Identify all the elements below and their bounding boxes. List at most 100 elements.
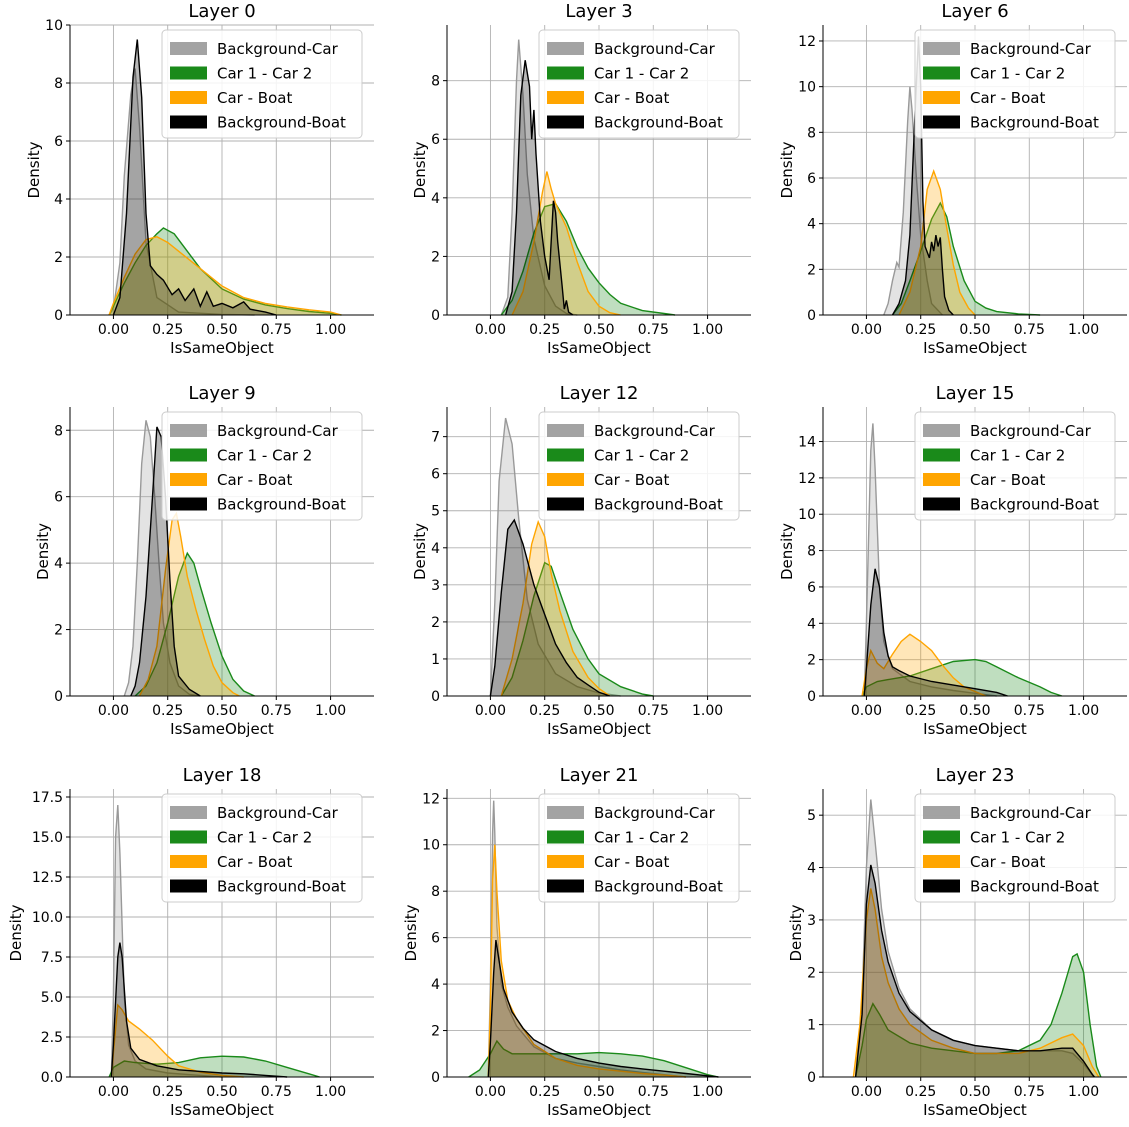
x-tick-label: 0.25 — [152, 1084, 183, 1100]
line-background-boat — [863, 568, 1008, 697]
area-car-1-car-2 — [501, 562, 654, 696]
y-tick-label: 10 — [422, 838, 440, 854]
x-axis-label: IsSameObject — [547, 720, 651, 738]
y-tick-label: 0 — [54, 689, 63, 705]
x-axis-label: IsSameObject — [547, 1101, 651, 1119]
legend-swatch — [170, 879, 207, 893]
area-background-boat — [855, 864, 1095, 1077]
x-tick-label: 0.50 — [206, 322, 237, 338]
legend-label: Car 1 - Car 2 — [970, 65, 1065, 83]
legend-label: Background-Car — [594, 40, 716, 58]
legend-label: Background-Car — [970, 422, 1092, 440]
line-background-boat — [112, 39, 277, 316]
y-tick-label: 4 — [431, 191, 440, 207]
x-tick-label: 0.75 — [638, 322, 669, 338]
y-tick-label: 17.5 — [32, 790, 63, 806]
legend-box — [914, 29, 1116, 139]
legend-label: Background-Boat — [217, 114, 346, 132]
area-background-boat — [490, 520, 610, 696]
legend-label: Car 1 - Car 2 — [217, 65, 312, 83]
subplot-title: Layer 23 — [936, 765, 1015, 786]
line-background-car — [489, 417, 621, 697]
y-tick-label: 10 — [798, 507, 816, 523]
legend: Background-Car Car 1 - Car 2 Car - Boat Bac… — [161, 411, 363, 521]
legend-swatch — [547, 448, 584, 462]
y-tick-label: 5 — [431, 504, 440, 520]
line-background-boat — [504, 60, 574, 316]
subplot-layer-6: 0.00 0.25 0.50 0.75 1.00 0 2 4 6 8 10 12 IsSameObjec… — [778, 1, 1127, 357]
x-axis-label: IsSameObject — [923, 1101, 1027, 1119]
y-tick-label: 2 — [431, 615, 440, 631]
area-background-car — [109, 68, 255, 315]
x-tick-label: 0.25 — [905, 1084, 936, 1100]
area-car-boat — [501, 521, 610, 696]
line-car-boat — [511, 171, 621, 316]
line-car-boat — [108, 235, 342, 316]
area-background-car — [855, 799, 1095, 1077]
y-tick-label: 6 — [807, 580, 816, 596]
y-tick-label: 6 — [54, 134, 63, 150]
legend-swatch — [547, 424, 584, 437]
subplot-layer-12: 0.00 0.25 0.50 0.75 1.00 0 1 2 3 4 5 6 7 IsSameObject… — [411, 383, 751, 738]
y-tick-label: 2 — [431, 1024, 440, 1040]
x-tick-label: 0.00 — [98, 322, 129, 338]
y-axis-label: Density — [25, 141, 43, 198]
area-car-1-car-2 — [501, 203, 675, 315]
line-car-boat — [852, 888, 1100, 1078]
legend-swatch — [923, 448, 960, 462]
legend-swatch — [170, 42, 207, 55]
x-tick-label: 0.75 — [1014, 703, 1045, 719]
legend-swatch — [547, 806, 584, 819]
line-background-boat — [489, 518, 611, 697]
y-tick-label: 4 — [807, 217, 816, 233]
y-tick-label: 4 — [54, 556, 63, 572]
legend-swatch — [923, 806, 960, 819]
area-car-1-car-2 — [862, 659, 1062, 696]
y-tick-label: 12 — [798, 34, 816, 50]
x-axis-label: IsSameObject — [170, 720, 274, 738]
y-tick-label: 7.5 — [41, 950, 63, 966]
area-car-1-car-2 — [135, 553, 255, 696]
legend: Background-Car Car 1 - Car 2 Car - Boat Bac… — [914, 29, 1116, 139]
legend-label: Car 1 - Car 2 — [217, 447, 312, 465]
x-tick-label: 0.50 — [583, 322, 614, 338]
line-car-1-car-2 — [500, 561, 654, 697]
line-car-boat — [861, 633, 987, 697]
legend-label: Car - Boat — [594, 89, 669, 107]
legend-label: Car - Boat — [594, 853, 669, 871]
y-tick-label: 4 — [431, 977, 440, 993]
y-tick-label: 2 — [54, 623, 63, 639]
legend-swatch — [923, 66, 960, 80]
y-tick-label: 8 — [54, 76, 63, 92]
legend-label: Background-Boat — [217, 878, 346, 896]
legend-label: Car 1 - Car 2 — [594, 65, 689, 83]
x-tick-label: 0.50 — [959, 322, 990, 338]
y-tick-label: 15.0 — [32, 830, 63, 846]
legend-swatch — [547, 855, 584, 868]
area-car-1-car-2 — [892, 203, 1041, 315]
legend-swatch — [170, 448, 207, 462]
subplot-title: Layer 0 — [188, 1, 255, 22]
y-axis-label: Density — [778, 141, 796, 198]
x-tick-label: 0.50 — [959, 1084, 990, 1100]
legend-swatch — [547, 115, 584, 129]
x-tick-label: 0.50 — [959, 703, 990, 719]
y-tick-label: 12.5 — [32, 870, 63, 886]
legend-label: Car 1 - Car 2 — [970, 829, 1065, 847]
area-car-1-car-2 — [109, 1056, 320, 1077]
subplot-layer-21: 0.00 0.25 0.50 0.75 1.00 0 2 4 6 8 10 12 IsSameObjec… — [402, 765, 751, 1119]
legend-label: Car - Boat — [217, 89, 292, 107]
y-tick-label: 14 — [798, 435, 816, 451]
x-tick-label: 0.00 — [851, 703, 882, 719]
legend-label: Background-Boat — [594, 878, 723, 896]
legend-box — [538, 411, 740, 521]
y-tick-label: 2.5 — [41, 1030, 63, 1046]
x-tick-label: 0.50 — [583, 1084, 614, 1100]
legend-swatch — [547, 91, 584, 104]
y-tick-label: 4 — [431, 541, 440, 557]
y-tick-label: 10 — [798, 80, 816, 96]
subplot-title: Layer 21 — [560, 765, 639, 786]
x-tick-label: 0.75 — [261, 1084, 292, 1100]
area-background-boat — [488, 940, 719, 1077]
